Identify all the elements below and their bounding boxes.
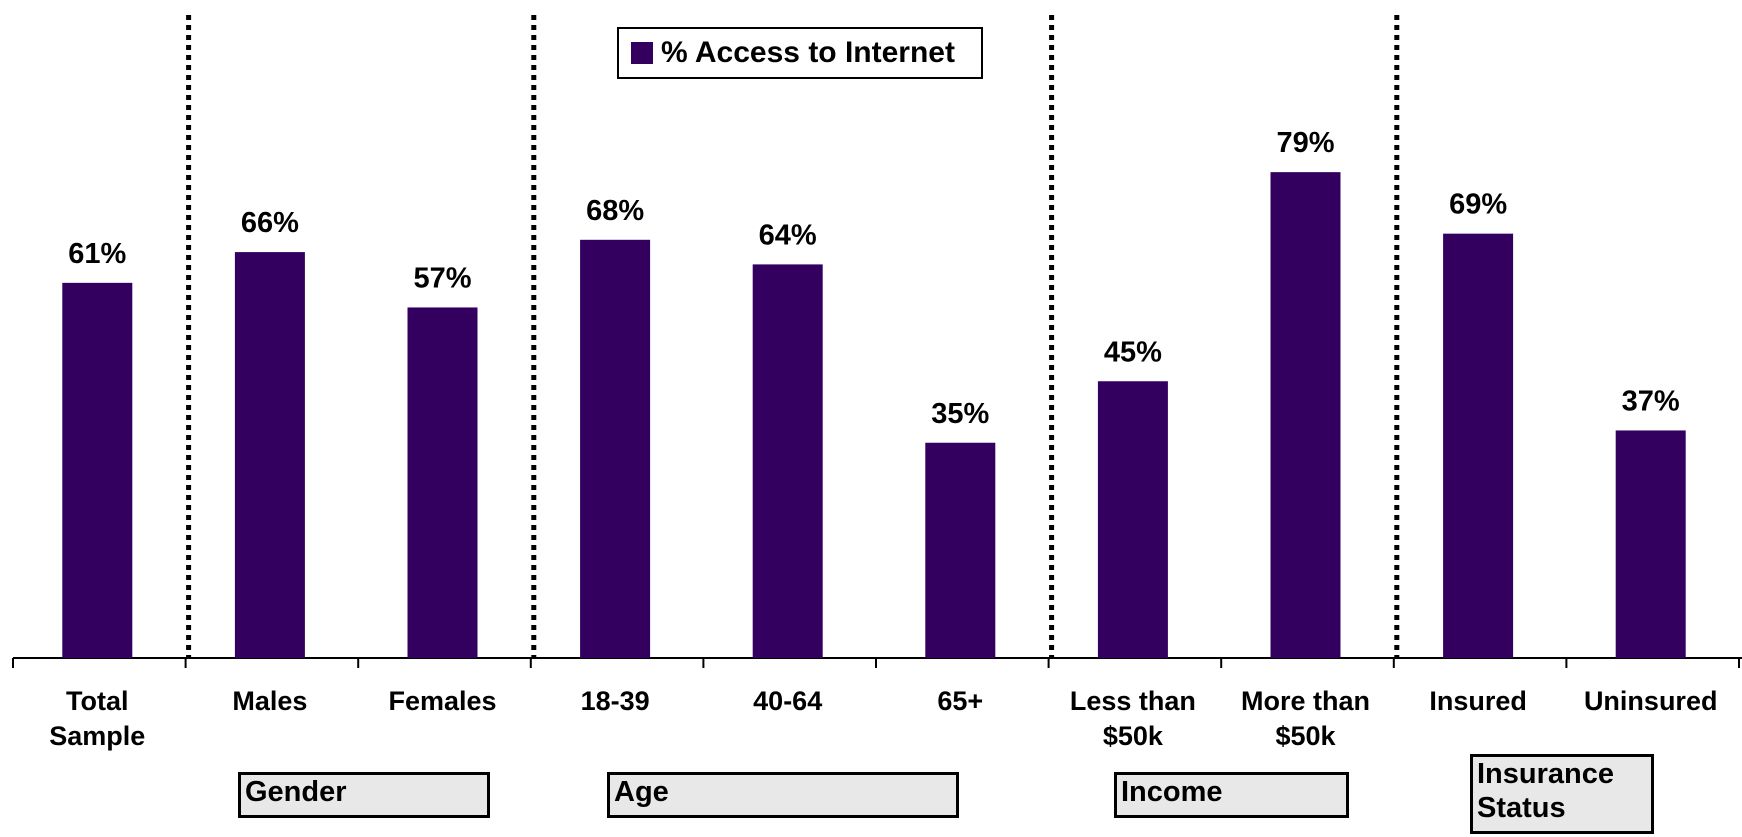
bar-insured [1443,233,1514,658]
value-label: 45% [1104,336,1162,368]
bar-males [234,252,305,658]
value-label: 61% [68,238,126,270]
legend-label: % Access to Internet [661,36,955,69]
value-label: 69% [1449,189,1507,221]
group-label-insurance-status: Insurance Status [1470,754,1654,834]
value-label: 64% [759,219,817,251]
group-label-age: Age [607,772,959,818]
x-tick-label: Females [388,686,496,716]
value-label: 79% [1276,127,1334,159]
value-label: 57% [413,262,471,294]
value-label: 37% [1622,385,1680,417]
bar-less-than-50k [1097,381,1168,658]
legend-swatch [631,42,653,64]
bar-18-39 [580,239,651,659]
value-label: 35% [931,398,989,430]
value-label: 66% [241,207,299,239]
bar-uninsured [1615,430,1686,658]
group-label-gender: Gender [238,772,490,818]
bar-females [407,307,478,658]
x-tick-label: Uninsured [1584,686,1718,716]
x-tick-label: 40-64 [753,686,822,716]
x-tick-label: 18-39 [581,686,650,716]
chart-legend: % Access to Internet [617,27,983,79]
x-tick-label: Less than $50k [1070,686,1196,751]
x-tick-label: Males [232,686,307,716]
value-label: 68% [586,195,644,227]
x-tick-label: 65+ [937,686,983,716]
x-tick-label: Insured [1429,686,1527,716]
bar-more-than-50k [1270,172,1341,658]
bar-total-sample [62,282,133,658]
bar-40-64 [752,264,823,658]
x-tick-label: Total Sample [49,686,145,751]
x-tick-label: More than $50k [1241,686,1370,751]
bar-65 [925,442,996,658]
group-label-income: Income [1114,772,1349,818]
